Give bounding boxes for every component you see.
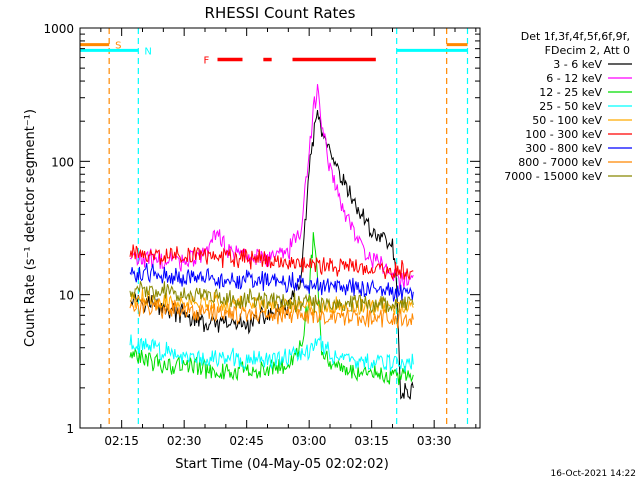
chart-title: RHESSI Count Rates [205,4,356,22]
axes-layer: 02:15 02:30 02:45 03:00 03:15 03:30 1 10 100 1000 [43,22,481,448]
plot-timestamp: 16-Oct-2021 14:22 [551,469,636,479]
x-tick-label-1: 02:30 [167,434,202,448]
x-tick-label-4: 03:15 [354,434,389,448]
legend-label-8: 7000 - 15000 keV [504,170,602,183]
plot-frame [79,27,481,429]
y-tick-label-2: 100 [51,155,74,169]
series-layer [129,84,414,400]
legend-header-0: Det 1f,3f,4f,5f,6f,9f, [521,30,630,43]
series-line-7 [129,297,414,329]
legend-header-1: FDecim 2, Att 0 [545,44,630,57]
annotation-F-label: F [204,56,210,67]
series-line-8 [129,281,414,315]
y-axis-label: Count Rate (s⁻¹ detector segment⁻¹) [23,109,38,347]
y-tick-label-3: 1000 [43,22,74,36]
series-line-5 [129,244,414,281]
legend-label-0: 3 - 6 keV [553,58,602,71]
y-tick-label-0: 1 [66,422,74,436]
series-line-1 [129,84,414,290]
legend-label-4: 50 - 100 keV [532,114,602,127]
series-line-2 [129,232,414,386]
x-tick-label-3: 03:00 [292,434,327,448]
legend-label-7: 800 - 7000 keV [518,156,602,169]
legend-label-1: 6 - 12 keV [546,72,602,85]
series-line-3 [129,334,414,372]
legend: Det 1f,3f,4f,5f,6f,9f,FDecim 2, Att 03 -… [504,30,632,183]
legend-label-2: 12 - 25 keV [539,86,602,99]
legend-label-3: 25 - 50 keV [539,100,602,113]
series-line-6 [129,263,414,302]
y-tick-label-1: 10 [59,289,74,303]
legend-label-5: 100 - 300 keV [525,128,602,141]
x-tick-label-0: 02:15 [104,434,139,448]
annotation-S-label: S [115,41,121,52]
legend-label-6: 300 - 800 keV [525,142,602,155]
x-tick-label-2: 02:45 [229,434,264,448]
x-axis-label: Start Time (04-May-05 02:02:02) [175,457,389,472]
annotation-N-label: N [144,46,151,57]
x-tick-label-5: 03:30 [417,434,452,448]
